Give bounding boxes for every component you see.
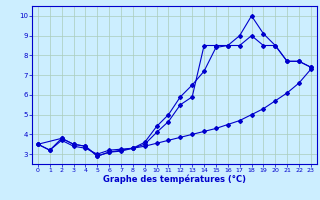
X-axis label: Graphe des températures (°C): Graphe des températures (°C) bbox=[103, 175, 246, 184]
